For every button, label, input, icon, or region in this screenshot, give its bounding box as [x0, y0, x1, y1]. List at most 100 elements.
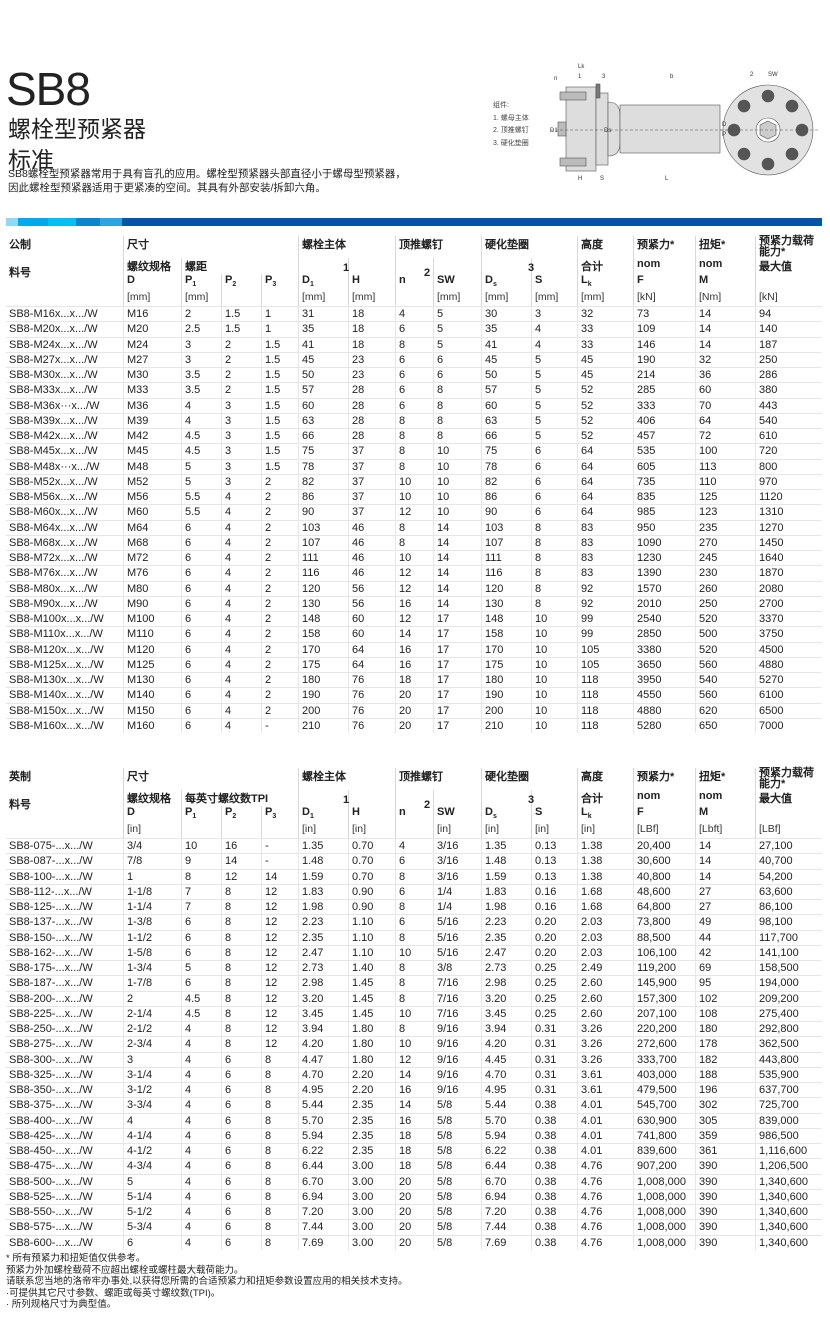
cell-torque-m: 390 [695, 1220, 755, 1235]
cell-d1: 1.83 [298, 884, 348, 899]
symbol: H [352, 274, 360, 286]
group-number: 2 [424, 799, 431, 811]
cell-max-load: 800 [755, 459, 822, 474]
cell-torque-m: 49 [695, 915, 755, 930]
cell-max-load: 637,700 [755, 1083, 822, 1098]
cell-sw: 3/16 [433, 869, 481, 884]
cell-s: 0.16 [531, 884, 577, 899]
sub-header: 3 [528, 790, 577, 806]
cell-preload-f: 333,700 [633, 1052, 695, 1067]
cell-p2: 8 [221, 1006, 261, 1021]
cell-torque-m: 64 [695, 413, 755, 428]
cell-max-load: 4880 [755, 657, 822, 672]
cell-max-load: 443,800 [755, 1052, 822, 1067]
cell-torque-m: 230 [695, 566, 755, 581]
cell-p3: 8 [261, 1098, 298, 1113]
cell-ds: 86 [481, 490, 531, 505]
cell-ds: 5.70 [481, 1113, 531, 1128]
cell-h: 0.70 [348, 839, 395, 854]
cell-ds: 180 [481, 673, 531, 688]
cell-d1: 111 [298, 551, 348, 566]
cell-preload-f: 1570 [633, 581, 695, 596]
cell-lk: 3.61 [577, 1083, 633, 1098]
cell-max-load: 63,600 [755, 884, 822, 899]
cell-p3: 8 [261, 1205, 298, 1220]
cell-p2: 6 [221, 1128, 261, 1143]
cell-n: 12 [395, 1052, 433, 1067]
cell-part-number: SB8-M76x...x.../W [9, 567, 98, 580]
cell-max-load: 986,500 [755, 1128, 822, 1143]
cell-s: 0.31 [531, 1083, 577, 1098]
cell-sw: 9/16 [433, 1067, 481, 1082]
cell-p3: 8 [261, 1220, 298, 1235]
cell-lk: 2.03 [577, 930, 633, 945]
unit-label: [in] [531, 823, 577, 838]
cell-h: 56 [348, 581, 395, 596]
cell-p3: 8 [261, 1235, 298, 1250]
sub-header [481, 258, 531, 274]
cell-n: 10 [395, 945, 433, 960]
cell-ds: 2.35 [481, 930, 531, 945]
cell-p2: 8 [221, 884, 261, 899]
legend-item: 2. 顶推螺钉 [493, 127, 529, 134]
group-header: 尺寸 [123, 768, 298, 790]
cell-s: 5 [531, 368, 577, 383]
unit-label: [in] [481, 823, 531, 838]
cell-s: 8 [531, 535, 577, 550]
cell-part-number: SB8-M20x...x.../W [9, 323, 98, 336]
cell-h: 0.70 [348, 854, 395, 869]
cell-n: 18 [395, 1159, 433, 1174]
unit-label: [mm] [433, 291, 481, 306]
table-row: SB8-300-...x.../W 3 4 6 8 4.47 1.80 12 9/16 4.45 0… [6, 1051, 822, 1067]
unit-label [221, 823, 261, 838]
cell-s: 10 [531, 657, 577, 672]
cell-p2: 6 [221, 1113, 261, 1128]
cell-max-load: 2700 [755, 596, 822, 611]
cell-d1: 180 [298, 673, 348, 688]
cell-sw: 9/16 [433, 1083, 481, 1098]
cell-sw: 5/16 [433, 930, 481, 945]
cell-n: 20 [395, 1220, 433, 1235]
cell-thread-d: 3-3/4 [123, 1098, 181, 1113]
cell-n: 8 [395, 413, 433, 428]
cell-d1: 5.94 [298, 1128, 348, 1143]
cell-preload-f: 106,100 [633, 945, 695, 960]
cell-p1: 6 [181, 566, 221, 581]
cell-max-load: 970 [755, 474, 822, 489]
symbol-subscript: 2 [232, 813, 237, 821]
cell-ds: 6.94 [481, 1189, 531, 1204]
cell-p2: 4 [221, 627, 261, 642]
cell-s: 10 [531, 612, 577, 627]
table-row: SB8-075-...x.../W 3/4 10 16-1.35 0.70 4 3/16 1.… [6, 838, 822, 854]
cell-p2: 8 [221, 915, 261, 930]
symbol-subscript: k [587, 281, 592, 289]
cell-thread-d: 2-3/4 [123, 1037, 181, 1052]
cell-preload-f: 1,008,000 [633, 1220, 695, 1235]
sub-header: 螺纹规格 [123, 258, 181, 274]
cell-torque-m: 620 [695, 703, 755, 718]
cell-lk: 105 [577, 657, 633, 672]
cell-lk: 118 [577, 673, 633, 688]
cell-p1: 6 [181, 596, 221, 611]
sub-header: 螺距 [181, 258, 298, 274]
cell-ds: 158 [481, 627, 531, 642]
table-row: SB8-M90x...x.../W M90 6 4 2 130 56 16 14 130 8 92 20… [6, 595, 822, 611]
cell-torque-m: 196 [695, 1083, 755, 1098]
cell-d1: 82 [298, 474, 348, 489]
cell-part-number: SB8-M110x...x.../W [9, 628, 103, 641]
cell-torque-m: 60 [695, 383, 755, 398]
symbol-subscript: 1 [309, 813, 314, 821]
cell-preload-f: 4550 [633, 688, 695, 703]
cell-n: 16 [395, 1083, 433, 1098]
cell-ds: 175 [481, 657, 531, 672]
cell-h: 18 [348, 307, 395, 322]
legend-title: 组件: [493, 102, 509, 109]
label-3: 3 [602, 74, 606, 80]
label-h: H [578, 176, 582, 182]
cell-ds: 82 [481, 474, 531, 489]
cell-d1: 3.20 [298, 991, 348, 1006]
cell-preload-f: 835 [633, 490, 695, 505]
cell-n: 6 [395, 854, 433, 869]
cell-s: 0.13 [531, 869, 577, 884]
cell-n: 18 [395, 673, 433, 688]
